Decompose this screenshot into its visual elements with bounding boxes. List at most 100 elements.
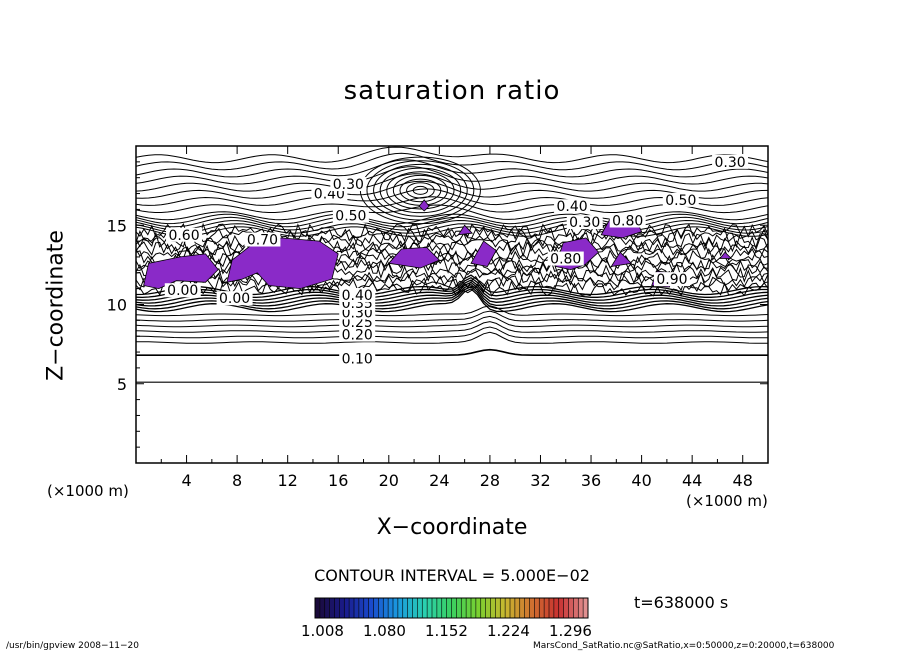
- colorbar-cell: [461, 598, 467, 618]
- y-tick-label: 15: [107, 216, 127, 235]
- contour-line: [136, 152, 768, 171]
- x-tick-label: 40: [631, 471, 651, 490]
- contour-line: [136, 231, 768, 249]
- colorbar-frame: [314, 597, 589, 619]
- colorbar-cell: [500, 598, 506, 618]
- contour-label-bg: [164, 283, 201, 298]
- contour-line: [412, 185, 429, 195]
- contour-label: 0.20: [342, 328, 373, 344]
- colorbar-cell: [388, 598, 393, 618]
- colorbar-cell: [471, 598, 476, 618]
- x-tick-label: 12: [278, 471, 298, 490]
- x-unit-left: (×1000 m): [47, 482, 129, 500]
- colorbar-cell: [363, 598, 369, 618]
- contour-line: [136, 280, 768, 297]
- contour-line: [406, 182, 435, 199]
- colorbar-tick-label: 1.080: [363, 622, 406, 640]
- colorbar-cell: [339, 598, 345, 618]
- y-tick-label: 10: [107, 296, 127, 315]
- contour-line: [136, 188, 768, 206]
- contour-line: [136, 348, 768, 356]
- contour-line: [136, 223, 768, 234]
- contour-line: [136, 315, 768, 328]
- supersaturated-region: [418, 199, 430, 212]
- contour-label-bg: [216, 291, 253, 306]
- colorbar-cell: [417, 598, 423, 618]
- colorbar-cell: [490, 598, 496, 618]
- supersaturated-region: [388, 246, 441, 269]
- colorbar-cell: [329, 598, 335, 618]
- contour-label-bg: [566, 215, 603, 230]
- contour-label-bg: [339, 327, 376, 342]
- x-tick-label: 28: [480, 471, 500, 490]
- contour-line: [136, 222, 768, 240]
- colorbar-cell: [407, 598, 413, 618]
- contour-label: 0.50: [335, 209, 366, 225]
- contour-line: [136, 310, 768, 322]
- time-label: t=638000 s: [634, 593, 729, 612]
- colorbar-cell: [451, 598, 457, 618]
- colorbar-cell: [539, 598, 545, 618]
- contour-interval: CONTOUR INTERVAL = 5.000E−02: [314, 566, 590, 585]
- supersaturated-region: [143, 253, 219, 290]
- contour-label: 0.90: [656, 272, 687, 288]
- colorbar-cell: [315, 598, 320, 618]
- contour-label: 0.50: [665, 193, 696, 209]
- contour-label: 0.30: [714, 155, 745, 171]
- contour-line: [386, 171, 455, 210]
- colorbar-cell: [529, 598, 535, 618]
- colorbar-cell: [393, 598, 398, 618]
- contour-label: 0.30: [333, 177, 364, 193]
- contour-label-bg: [330, 177, 367, 192]
- colorbar-cell: [319, 598, 325, 618]
- y-axis-label: Z−coordinate: [43, 230, 69, 381]
- colorbar-cell: [583, 598, 588, 618]
- colorbar-cell: [544, 598, 549, 618]
- contour-line: [136, 286, 768, 310]
- x-tick-label: 44: [682, 471, 702, 490]
- contour-label-bg: [339, 351, 376, 366]
- contour-line: [136, 240, 768, 258]
- contour-line: [399, 178, 442, 203]
- colorbar-tick-label: 1.152: [425, 622, 468, 640]
- contour-label: 0.10: [342, 351, 373, 367]
- x-unit-right: (×1000 m): [686, 492, 768, 510]
- x-tick-label: 32: [530, 471, 550, 490]
- colorbar-cell: [397, 598, 403, 618]
- y-tick-label: 5: [117, 375, 127, 394]
- contour-label-bg: [554, 199, 591, 214]
- contour-line: [136, 216, 768, 228]
- colorbar-cell: [456, 598, 462, 618]
- colorbar-cell: [354, 598, 359, 618]
- contour-label-bg: [547, 251, 584, 266]
- colorbar-cell: [412, 598, 418, 618]
- footer-source: MarsCond_SatRatio.nc@SatRatio,x=0:50000,…: [533, 641, 835, 651]
- colorbar-cell: [402, 598, 408, 618]
- contour-line: [379, 167, 462, 214]
- colorbar-cell: [475, 598, 481, 618]
- colorbar-tick-label: 1.008: [301, 622, 344, 640]
- contour-label-bg: [609, 213, 646, 228]
- x-tick-label: 24: [429, 471, 449, 490]
- colorbar-cell: [480, 598, 486, 618]
- colorbar-cell: [495, 598, 501, 618]
- contour-label-bg: [339, 287, 376, 302]
- colorbar-cell: [514, 598, 520, 618]
- supersaturated-region: [610, 251, 633, 268]
- colorbar-cell: [427, 598, 432, 618]
- contour-line: [373, 163, 468, 217]
- colorbar-cell: [368, 598, 374, 618]
- contour-line: [136, 204, 768, 221]
- contour-label: 0.80: [612, 213, 643, 229]
- colorbar-cell: [441, 598, 447, 618]
- colorbar-cell: [568, 598, 574, 618]
- colorbar-cell: [558, 598, 564, 618]
- colorbar-cell: [378, 598, 384, 618]
- colorbar-cell: [344, 598, 350, 618]
- colorbar-cell: [383, 598, 389, 618]
- contour-labels: 0.100.200.250.300.350.400.00 0.000.500.40…: [164, 154, 749, 367]
- colorbar-cell: [563, 598, 569, 618]
- colorbar-cell: [485, 598, 491, 618]
